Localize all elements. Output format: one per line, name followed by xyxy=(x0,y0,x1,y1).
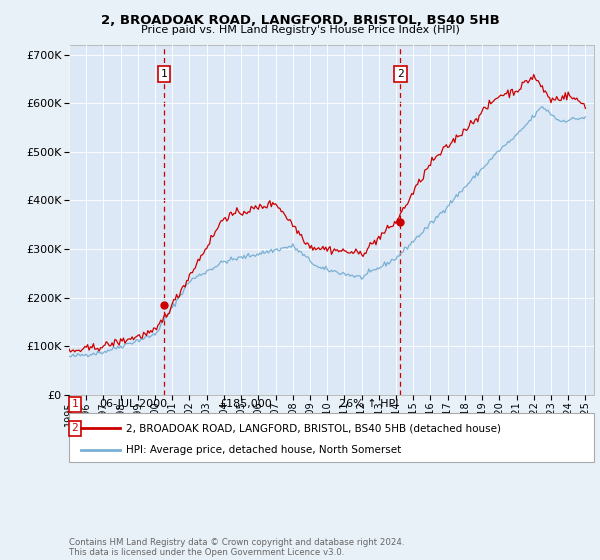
Text: 1: 1 xyxy=(71,399,79,409)
Text: Contains HM Land Registry data © Crown copyright and database right 2024.
This d: Contains HM Land Registry data © Crown c… xyxy=(69,538,404,557)
Text: 04-APR-2014: 04-APR-2014 xyxy=(99,423,171,433)
Text: 2, BROADOAK ROAD, LANGFORD, BRISTOL, BS40 5HB (detached house): 2, BROADOAK ROAD, LANGFORD, BRISTOL, BS4… xyxy=(126,423,501,433)
Text: HPI: Average price, detached house, North Somerset: HPI: Average price, detached house, Nort… xyxy=(126,445,401,455)
Text: 06-JUL-2000: 06-JUL-2000 xyxy=(99,399,167,409)
Text: 14% ↑ HPI: 14% ↑ HPI xyxy=(339,423,398,433)
Text: 2: 2 xyxy=(71,423,79,433)
Text: 26% ↑ HPI: 26% ↑ HPI xyxy=(339,399,398,409)
Text: £185,000: £185,000 xyxy=(219,399,272,409)
Text: 2: 2 xyxy=(397,69,404,79)
Text: 2, BROADOAK ROAD, LANGFORD, BRISTOL, BS40 5HB: 2, BROADOAK ROAD, LANGFORD, BRISTOL, BS4… xyxy=(101,14,499,27)
Text: Price paid vs. HM Land Registry's House Price Index (HPI): Price paid vs. HM Land Registry's House … xyxy=(140,25,460,35)
Text: 1: 1 xyxy=(161,69,167,79)
Text: £356,000: £356,000 xyxy=(219,423,272,433)
